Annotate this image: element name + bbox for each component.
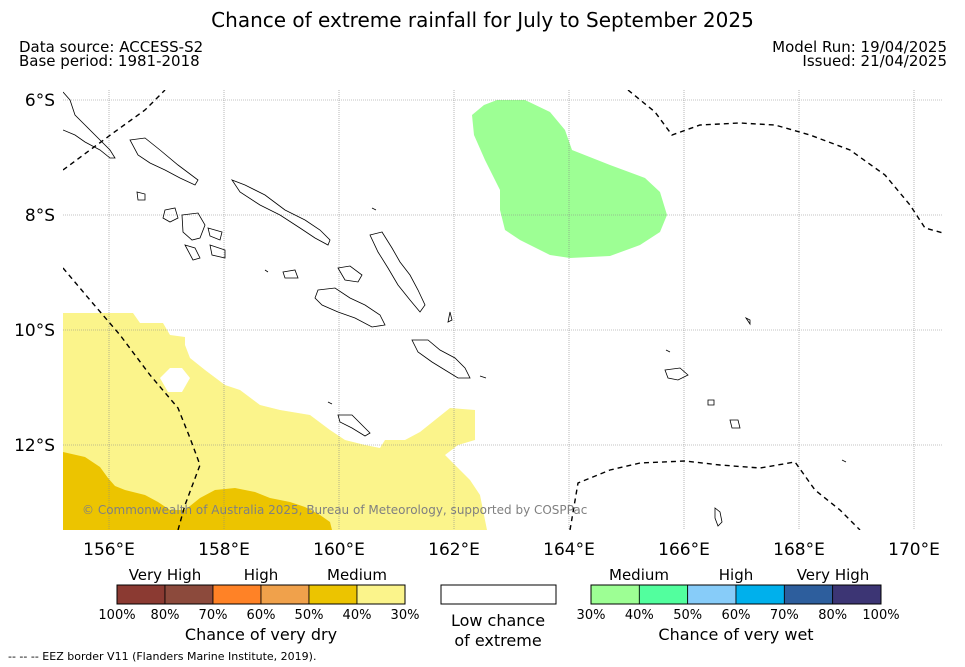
dry-gap <box>160 368 190 392</box>
dry-swatch <box>260 584 310 605</box>
dry-colorbar-title: Chance of very dry <box>185 625 337 644</box>
dry-swatch <box>116 584 166 605</box>
low-chance-title-1: Low chance <box>451 611 545 630</box>
data-source: Data source: ACCESS-S2 <box>19 38 204 56</box>
lat-label: 12°S <box>14 436 55 456</box>
wet-category-high: High <box>719 566 753 584</box>
wet-tick-label: 70% <box>770 608 799 623</box>
wet-swatch <box>590 584 640 605</box>
dry-swatch <box>356 584 406 605</box>
wet-category-very-high: Very High <box>797 566 870 584</box>
wet-medium-region <box>472 100 667 258</box>
dry-tick-label: 40% <box>343 608 372 623</box>
map-area: © Commonwealth of Australia 2025, Bureau… <box>63 90 943 530</box>
wet-swatch <box>687 584 737 605</box>
lat-labels: 6°S 8°S 10°S 12°S <box>14 91 55 456</box>
model-run: Model Run: 19/04/2025 <box>772 38 947 56</box>
coastlines <box>63 91 847 527</box>
lon-label: 166°E <box>658 540 710 560</box>
dry-tick-label: 50% <box>295 608 324 623</box>
lon-label: 168°E <box>773 540 825 560</box>
dry-tick-label: 80% <box>151 608 180 623</box>
eez-borders <box>63 90 943 530</box>
dry-category-very-high: Very High <box>129 566 202 584</box>
low-chance-swatch <box>440 584 557 605</box>
dry-medium-region <box>63 313 487 530</box>
map-title: Chance of extreme rainfall for July to S… <box>211 8 754 32</box>
wet-tick-label: 80% <box>818 608 847 623</box>
dry-category-medium: Medium <box>327 566 387 584</box>
copyright-text: © Commonwealth of Australia 2025, Bureau… <box>82 503 587 517</box>
wet-colorbar: Medium High Very High 30% 40% 50% 60% 70% 80%… <box>577 566 900 644</box>
wet-ticks: 30% 40% 50% 60% 70% 80% 100% <box>577 608 900 623</box>
issued-date: Issued: 21/04/2025 <box>802 52 947 70</box>
dry-tick-label: 60% <box>247 608 276 623</box>
wet-swatch <box>735 584 785 605</box>
dry-tick-label: 30% <box>391 608 420 623</box>
eez-footnote: -- -- -- EEZ border V11 (Flanders Marine… <box>8 650 317 663</box>
low-chance-legend: Low chance of extreme <box>440 584 557 650</box>
dry-category-high: High <box>244 566 278 584</box>
wet-tick-label: 30% <box>577 608 606 623</box>
lon-label: 164°E <box>543 540 595 560</box>
meta-right: Model Run: 19/04/2025 Issued: 21/04/2025 <box>772 38 947 70</box>
dry-high-region <box>63 452 332 530</box>
low-chance-title-2: of extreme <box>454 631 541 650</box>
wet-tick-label: 40% <box>625 608 654 623</box>
dry-tick-label: 100% <box>98 608 135 623</box>
base-period: Base period: 1981-2018 <box>19 52 200 70</box>
gridlines <box>63 90 943 530</box>
lat-label: 8°S <box>25 206 55 226</box>
lon-label: 162°E <box>428 540 480 560</box>
wet-tick-label: 100% <box>862 608 899 623</box>
lat-label: 10°S <box>14 321 55 341</box>
dry-swatches <box>116 584 406 605</box>
lon-label: 158°E <box>198 540 250 560</box>
wet-swatch <box>832 584 882 605</box>
dry-swatch <box>308 584 358 605</box>
dry-tick-label: 70% <box>199 608 228 623</box>
lon-label: 160°E <box>313 540 365 560</box>
lat-label: 6°S <box>25 91 55 111</box>
meta-left: Data source: ACCESS-S2 Base period: 1981… <box>19 38 204 70</box>
wet-colorbar-title: Chance of very wet <box>658 625 813 644</box>
lon-labels: 156°E 158°E 160°E 162°E 164°E 166°E 168°… <box>83 540 940 560</box>
wet-swatch <box>638 584 689 605</box>
wet-swatches <box>590 584 882 605</box>
lon-label: 170°E <box>888 540 940 560</box>
dry-colorbar: Very High High Medium 100% 80% 70% 60% 50% 40… <box>98 566 419 644</box>
lon-label: 156°E <box>83 540 135 560</box>
dry-swatch <box>212 584 262 605</box>
dry-ticks: 100% 80% 70% 60% 50% 40% 30% <box>98 608 419 623</box>
wet-swatch <box>783 584 834 605</box>
wet-tick-label: 60% <box>722 608 751 623</box>
dry-swatch <box>164 584 214 605</box>
wet-category-medium: Medium <box>609 566 669 584</box>
wet-tick-label: 50% <box>673 608 702 623</box>
